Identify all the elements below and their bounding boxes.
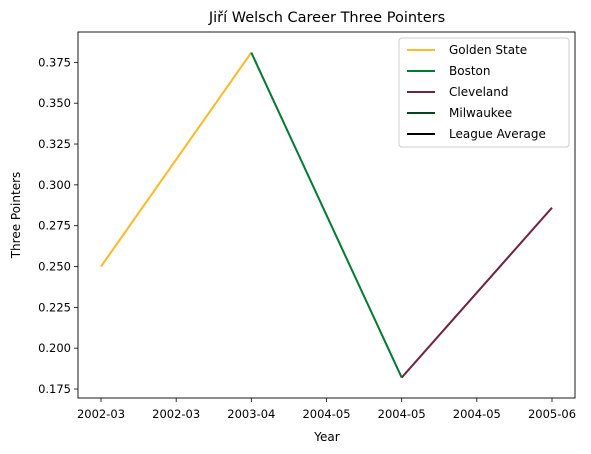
legend-box: [398, 37, 570, 148]
legend: Golden State Boston Cleveland Milwaukee Leag…: [398, 37, 570, 148]
y-tick-label: 0.225: [38, 300, 71, 314]
y-tick-label: 0.300: [38, 178, 71, 192]
x-axis: 2002-03 2002-03 2003-04 2004-05 2004-05 2004-…: [77, 398, 576, 421]
y-axis-label: Three Pointers: [9, 172, 23, 260]
y-tick-label: 0.250: [38, 260, 71, 274]
x-tick-label: 2002-03: [152, 407, 200, 421]
x-tick-label: 2002-03: [77, 407, 125, 421]
series-line-2: [400, 207, 553, 379]
legend-label: Milwaukee: [449, 106, 512, 120]
series-line-1: [250, 52, 403, 379]
x-tick-label: 2004-05: [302, 407, 350, 421]
x-axis-label: Year: [313, 430, 339, 444]
y-tick-label: 0.375: [38, 55, 71, 69]
legend-label: Boston: [449, 64, 490, 78]
y-tick-label: 0.350: [38, 96, 71, 110]
y-axis: 0.175 0.200 0.225 0.250 0.275 0.300 0.325 0.350…: [38, 55, 78, 396]
chart-title: Jiří Welsch Career Three Pointers: [208, 10, 445, 26]
legend-label: Golden State: [449, 43, 527, 57]
x-tick-label: 2004-05: [378, 407, 426, 421]
plot-lines: [100, 52, 553, 379]
legend-label: League Average: [449, 127, 546, 141]
x-tick-label: 2004-05: [453, 407, 501, 421]
series-line-0: [100, 52, 253, 268]
y-tick-label: 0.175: [38, 382, 71, 396]
x-tick-label: 2005-06: [528, 407, 576, 421]
y-tick-label: 0.325: [38, 137, 71, 151]
y-tick-label: 0.275: [38, 219, 71, 233]
y-tick-label: 0.200: [38, 341, 71, 355]
legend-label: Cleveland: [449, 85, 509, 99]
x-tick-label: 2003-04: [227, 407, 275, 421]
